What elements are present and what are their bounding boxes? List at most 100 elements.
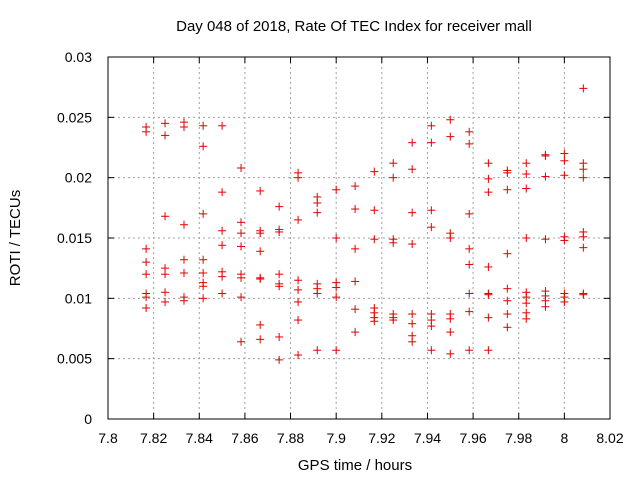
x-tick-label: 7.98 [505,430,532,446]
data-point [427,223,436,232]
data-point [332,234,341,242]
data-point [294,285,303,294]
data-point [161,297,170,306]
data-point [237,273,246,282]
data-point [541,172,550,181]
data-point [313,289,322,298]
data-point [522,170,531,179]
data-point [294,297,303,306]
data-point [142,303,151,312]
data-point [218,226,227,235]
x-tick-label: 7.82 [140,430,167,446]
data-point [503,296,512,305]
data-point [484,313,493,322]
x-tick-label: 8 [560,430,568,446]
data-point [560,297,569,306]
data-point [484,159,493,168]
data-point [408,337,417,346]
data-point [275,332,284,341]
data-point [179,220,188,229]
data-point [389,238,398,247]
data-point [541,151,550,160]
data-point [218,188,227,197]
chart-title: Day 048 of 2018, Rate Of TEC Index for r… [176,18,532,35]
data-point [427,121,436,130]
data-point [237,164,246,173]
data-point [408,319,417,328]
data-point [503,310,512,319]
data-point [503,168,512,177]
data-point [484,188,493,197]
data-point [256,186,265,195]
data-point [237,229,246,238]
data-point [351,205,360,214]
data-point [560,236,569,245]
data-point [465,346,474,355]
y-tick-label: 0.025 [57,109,92,125]
x-tick-label: 8.02 [596,430,623,446]
data-point [579,165,588,174]
data-point [275,282,284,291]
data-point [179,296,188,305]
data-point [199,294,208,303]
data-point [294,351,303,360]
x-tick-label: 7.92 [368,430,395,446]
data-point [237,293,246,302]
data-point [218,121,227,130]
data-point [408,165,417,174]
data-point [408,310,417,319]
data-point [446,314,455,323]
data-point [142,293,151,302]
grid-lines [108,57,610,419]
data-point [294,276,303,285]
data-point [484,262,493,271]
data-point [579,173,588,182]
data-point [389,159,398,168]
data-point [503,185,512,194]
data-point [446,115,455,124]
y-axis-label: ROTI / TECUs [7,190,24,286]
y-tick-label: 0.01 [65,290,92,306]
data-point [370,317,379,326]
data-point [313,208,322,217]
data-point [332,283,341,292]
data-point [256,335,265,344]
data-point [332,185,341,194]
data-point [237,218,246,227]
data-point [351,182,360,191]
data-point [294,316,303,325]
data-point [161,288,170,297]
x-tick-label: 7.96 [459,430,486,446]
data-point [579,243,588,252]
x-tick-label: 7.94 [414,430,441,446]
data-point [408,208,417,217]
data-point [294,215,303,224]
data-point [237,242,246,251]
data-point [218,272,227,281]
data-point [522,159,531,168]
data-point [161,131,170,140]
y-tick-label: 0.02 [65,170,92,186]
data-point [199,268,208,277]
data-point [256,275,265,284]
x-tick-labels: 7.8 7.82 7.84 7.86 7.88 7.9 7.92 7.94 7.96 7.98 8 8… [98,430,624,446]
data-point [199,209,208,218]
data-point [199,282,208,291]
data-point [465,289,474,298]
data-point [351,244,360,253]
data-point [142,127,151,136]
data-point [218,289,227,298]
data-point [465,127,474,136]
data-points [142,84,588,364]
data-point [332,293,341,302]
data-point [427,346,436,355]
data-point [541,235,550,244]
data-point [522,234,531,242]
data-point [275,202,284,211]
data-point [351,328,360,337]
data-point [161,270,170,279]
x-tick-label: 7.86 [231,430,258,446]
data-point [465,307,474,316]
data-point [408,240,417,249]
data-point [579,290,588,299]
